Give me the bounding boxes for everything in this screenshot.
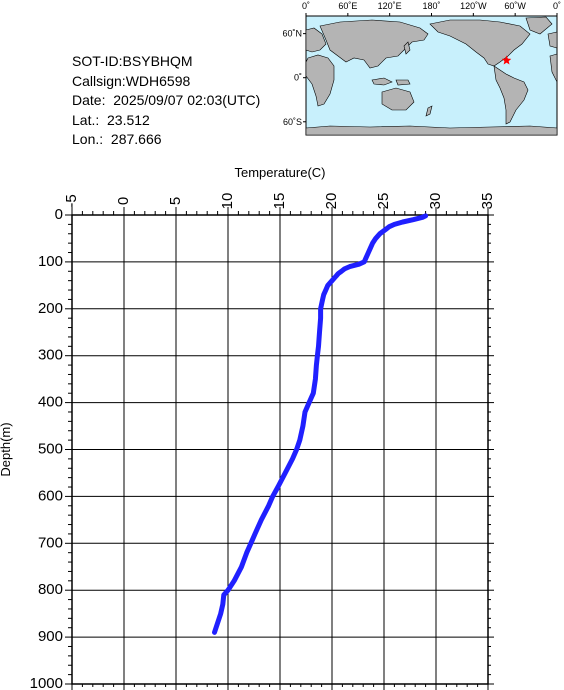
indonesia-landmass <box>371 77 393 86</box>
y-tick-label: 600 <box>38 487 63 504</box>
x-tick-label: 30 <box>427 193 444 210</box>
y-tick-label: 400 <box>38 394 63 411</box>
western-europe-landmass <box>547 31 558 49</box>
x-tick-label: -5 <box>63 194 80 207</box>
y-tick-label: 700 <box>38 534 63 551</box>
latitude-label: Lat.: 23.512 <box>72 111 150 128</box>
south-america-landmass <box>493 65 529 125</box>
west-africa-landmass <box>549 53 558 83</box>
y-axis-tick-labels: 0 100 200 300 400 500 600 700 800 900 1000 <box>30 206 63 690</box>
x-tick-label: 15 <box>271 193 288 210</box>
y-tick-label: 200 <box>38 300 63 317</box>
europe-landmass <box>305 27 327 53</box>
map-lon-label: 120˚E <box>378 1 402 11</box>
callsign-label: Callsign:WDH6598 <box>72 72 191 89</box>
x-tick-label: 5 <box>167 197 184 205</box>
greenland-landmass <box>525 16 553 35</box>
map-lat-label: 60˚N <box>282 29 302 39</box>
map-lat-label: 60˚S <box>283 117 302 127</box>
y-tick-label: 300 <box>38 347 63 364</box>
map-lon-label: 60˚E <box>338 1 357 11</box>
map-lat-label: 0˚ <box>294 73 302 83</box>
map-latitude-labels: 60˚N 0˚ 60˚S <box>282 29 306 127</box>
y-tick-label: 900 <box>38 628 63 645</box>
temperature-profile-line <box>212 213 429 635</box>
x-tick-label: 35 <box>479 193 496 210</box>
japan-landmass <box>403 41 411 55</box>
map-lon-label: 0˚ <box>553 1 561 11</box>
x-tick-label: 10 <box>219 193 236 210</box>
y-tick-label: 0 <box>55 206 63 223</box>
plot-grid <box>72 215 488 684</box>
x-tick-label: 0 <box>115 197 132 205</box>
x-axis-title: Temperature(C) <box>234 165 325 180</box>
map-lon-label: 0˚ <box>302 1 310 11</box>
y-tick-label: 1000 <box>30 675 63 690</box>
map-longitude-labels: 0˚ 60˚E 120˚E 180˚ 120˚W 60˚W 0˚ <box>302 1 561 16</box>
x-axis-tick-labels: -5 0 5 10 15 20 25 30 35 <box>63 193 496 210</box>
asia-landmass <box>319 19 429 69</box>
australia-landmass <box>381 87 415 111</box>
y-axis-ticks <box>65 214 494 685</box>
map-lon-label: 120˚W <box>460 1 487 11</box>
sot-id-label: SOT-ID:BSYBHQM <box>72 53 193 69</box>
map-landmasses <box>305 16 558 136</box>
map-lon-label: 60˚W <box>504 1 526 11</box>
new-zealand-landmass <box>425 105 433 117</box>
float-info-block: SOT-ID:BSYBHQM Callsign:WDH6598 Date: 20… <box>72 52 260 150</box>
y-tick-label: 500 <box>38 440 63 457</box>
map-lon-label: 180˚ <box>422 1 440 11</box>
y-tick-label: 100 <box>38 253 63 270</box>
x-tick-label: 20 <box>323 193 340 210</box>
antarctica-landmass <box>305 125 558 136</box>
x-axis-ticks <box>71 207 489 690</box>
date-label: Date: 2025/09/07 02:03(UTC) <box>72 92 261 109</box>
longitude-label: Lon.: 287.666 <box>72 131 162 148</box>
y-axis-title: Depth(m) <box>0 422 13 476</box>
world-map-inset: 0˚ 60˚E 120˚E 180˚ 120˚W 60˚W 0˚ 60˚N 0˚ 60˚S <box>282 1 561 136</box>
star-marker-icon <box>501 55 512 65</box>
africa-landmass <box>305 54 335 107</box>
new-guinea-landmass <box>395 79 411 86</box>
x-tick-label: 25 <box>375 193 392 210</box>
y-tick-label: 800 <box>38 581 63 598</box>
